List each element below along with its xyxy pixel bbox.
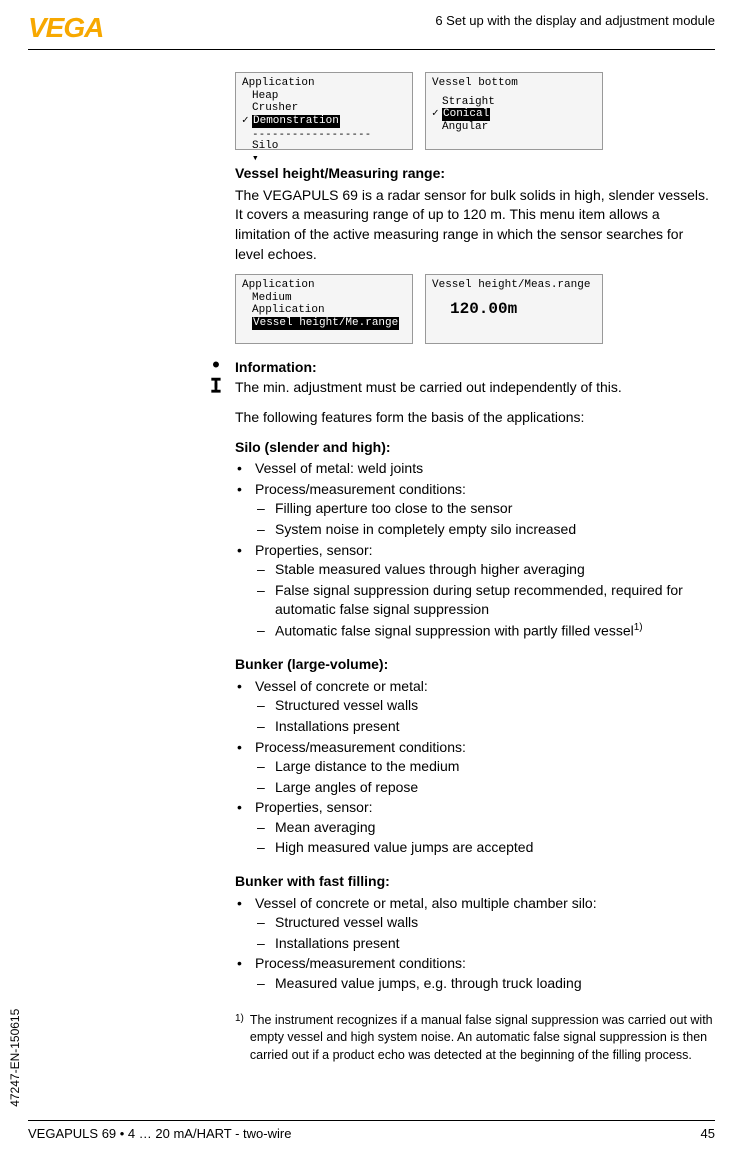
list-text: Vessel of concrete or metal, also multip… bbox=[255, 895, 597, 911]
vessel-height-heading: Vessel height/Measuring range: bbox=[235, 164, 715, 184]
list-item: Properties, sensor: Mean averaging High … bbox=[235, 798, 715, 858]
footer-rule bbox=[28, 1120, 715, 1121]
lcd-line: Silo bbox=[242, 140, 406, 153]
lcd-line: Vessel height/Me.range bbox=[242, 317, 406, 330]
logo: VEGA bbox=[28, 8, 103, 47]
lcd-meas-range: Vessel height/Meas.range 120.00m bbox=[425, 274, 603, 344]
sublist: Mean averaging High measured value jumps… bbox=[255, 818, 715, 858]
lcd-title: Vessel height/Meas.range bbox=[432, 279, 596, 292]
lcd-application: Application Heap Crusher ✓Demonstration … bbox=[235, 72, 413, 150]
content: Application Heap Crusher ✓Demonstration … bbox=[235, 72, 715, 1064]
lcd-title: Vessel bottom bbox=[432, 77, 596, 90]
lcd-text: Medium bbox=[252, 292, 292, 304]
sublist: Large distance to the medium Large angle… bbox=[255, 757, 715, 797]
lcd-text: Straight bbox=[442, 96, 495, 108]
list-item: Vessel of metal: weld joints bbox=[235, 459, 715, 479]
lcd-selected: Conical bbox=[442, 108, 490, 121]
lcd-row-1: Application Heap Crusher ✓Demonstration … bbox=[235, 72, 715, 150]
lcd-arrow: ▾ bbox=[242, 153, 406, 166]
lcd-value: 120.00m bbox=[450, 300, 596, 318]
lcd-selected: Vessel height/Me.range bbox=[252, 317, 399, 330]
footnote: 1) The instrument recognizes if a manual… bbox=[235, 1012, 715, 1065]
info-body: The min. adjustment must be carried out … bbox=[235, 378, 622, 398]
footer-row: VEGAPULS 69 • 4 … 20 mA/HART - two-wire … bbox=[28, 1125, 715, 1143]
sublist: Stable measured values through higher av… bbox=[255, 560, 715, 641]
bunker-heading: Bunker (large-volume): bbox=[235, 655, 715, 675]
lcd-title: Application bbox=[242, 77, 406, 90]
footnote-text: The instrument recognizes if a manual fa… bbox=[250, 1012, 715, 1065]
lcd-title: Application bbox=[242, 279, 406, 292]
lcd-line: Medium bbox=[242, 292, 406, 305]
silo-heading: Silo (slender and high): bbox=[235, 438, 715, 458]
lcd-text: Silo bbox=[252, 140, 278, 152]
list-item: High measured value jumps are accepted bbox=[255, 838, 715, 858]
list-item: Process/measurement conditions: Filling … bbox=[235, 480, 715, 540]
list-item: Structured vessel walls bbox=[255, 913, 715, 933]
lcd-text: Angular bbox=[442, 121, 488, 133]
lcd-line: Angular bbox=[432, 121, 596, 134]
list-item: Properties, sensor: Stable measured valu… bbox=[235, 541, 715, 642]
sublist: Filling aperture too close to the sensor… bbox=[255, 499, 715, 539]
lcd-line: Straight bbox=[432, 96, 596, 109]
list-text: Properties, sensor: bbox=[255, 542, 373, 558]
list-item: Large angles of repose bbox=[255, 778, 715, 798]
lcd-line: ✓Conical bbox=[432, 108, 596, 121]
header-rule bbox=[28, 49, 715, 50]
bunker-list: Vessel of concrete or metal: Structured … bbox=[235, 677, 715, 858]
list-text: Automatic false signal suppression with … bbox=[275, 623, 634, 639]
lcd-text: Crusher bbox=[252, 102, 298, 114]
list-text: Process/measurement conditions: bbox=[255, 481, 466, 497]
list-text: Process/measurement conditions: bbox=[255, 955, 466, 971]
list-item: Process/measurement conditions: Measured… bbox=[235, 954, 715, 993]
list-item: Vessel of concrete or metal, also multip… bbox=[235, 894, 715, 954]
info-icon: •┳┻ bbox=[207, 358, 225, 398]
lcd-line: Crusher bbox=[242, 102, 406, 115]
list-item: False signal suppression during setup re… bbox=[255, 581, 715, 620]
lcd-vessel-bottom: Vessel bottom Straight ✓Conical Angular bbox=[425, 72, 603, 150]
info-block: •┳┻ Information: The min. adjustment mus… bbox=[207, 358, 715, 398]
list-text: Properties, sensor: bbox=[255, 799, 373, 815]
lcd-row-2: Application Medium Application Vessel he… bbox=[235, 274, 715, 344]
list-item: Large distance to the medium bbox=[255, 757, 715, 777]
section-title: 6 Set up with the display and adjustment… bbox=[435, 12, 715, 30]
list-item: Automatic false signal suppression with … bbox=[255, 621, 715, 641]
footnote-ref: 1) bbox=[634, 622, 643, 633]
bunker-fast-list: Vessel of concrete or metal, also multip… bbox=[235, 894, 715, 994]
list-item: System noise in completely empty silo in… bbox=[255, 520, 715, 540]
lcd-divider: ------------------ bbox=[242, 128, 406, 141]
list-text: Process/measurement conditions: bbox=[255, 739, 466, 755]
list-item: Process/measurement conditions: Large di… bbox=[235, 738, 715, 798]
lcd-application-2: Application Medium Application Vessel he… bbox=[235, 274, 413, 344]
list-item: Vessel of concrete or metal: Structured … bbox=[235, 677, 715, 737]
list-item: Structured vessel walls bbox=[255, 696, 715, 716]
info-text: Information: The min. adjustment must be… bbox=[235, 358, 622, 397]
footnote-num: 1) bbox=[235, 1012, 244, 1065]
vessel-height-text: The VEGAPULS 69 is a radar sensor for bu… bbox=[235, 186, 715, 264]
page-header: VEGA 6 Set up with the display and adjus… bbox=[0, 0, 755, 47]
sublist: Structured vessel walls Installations pr… bbox=[255, 913, 715, 953]
lcd-text: Heap bbox=[252, 90, 278, 102]
doc-code-vertical: 47247-EN-150615 bbox=[7, 1009, 24, 1107]
list-item: Stable measured values through higher av… bbox=[255, 560, 715, 580]
sublist: Measured value jumps, e.g. through truck… bbox=[255, 974, 715, 994]
list-item: Mean averaging bbox=[255, 818, 715, 838]
lcd-line: Application bbox=[242, 304, 406, 317]
lcd-text: Application bbox=[252, 304, 325, 316]
footer: VEGAPULS 69 • 4 … 20 mA/HART - two-wire … bbox=[28, 1120, 715, 1143]
lcd-text: ------------------ bbox=[252, 127, 371, 140]
silo-list: Vessel of metal: weld joints Process/mea… bbox=[235, 459, 715, 641]
intro-text: The following features form the basis of… bbox=[235, 408, 715, 428]
list-item: Installations present bbox=[255, 934, 715, 954]
sublist: Structured vessel walls Installations pr… bbox=[255, 696, 715, 736]
list-text: Vessel of concrete or metal: bbox=[255, 678, 428, 694]
bunker-fast-heading: Bunker with fast filling: bbox=[235, 872, 715, 892]
list-item: Measured value jumps, e.g. through truck… bbox=[255, 974, 715, 994]
list-item: Filling aperture too close to the sensor bbox=[255, 499, 715, 519]
footer-left: VEGAPULS 69 • 4 … 20 mA/HART - two-wire bbox=[28, 1125, 291, 1143]
lcd-line: Heap bbox=[242, 90, 406, 103]
page-number: 45 bbox=[701, 1125, 715, 1143]
info-heading: Information: bbox=[235, 358, 622, 378]
list-item: Installations present bbox=[255, 717, 715, 737]
